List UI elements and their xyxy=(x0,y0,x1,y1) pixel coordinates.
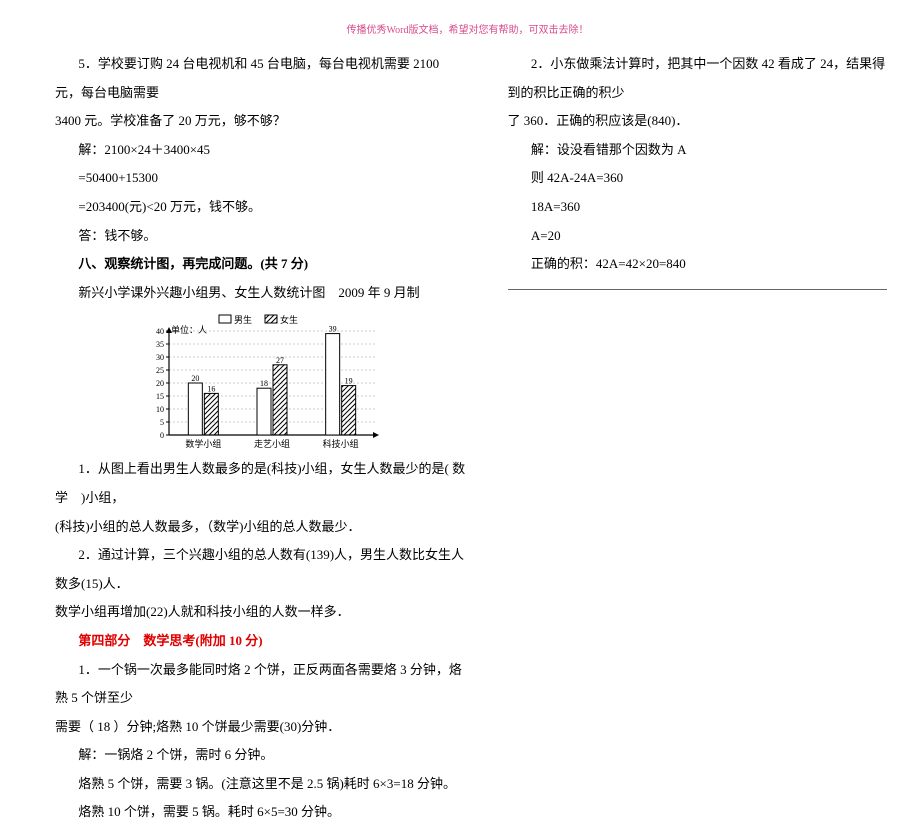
t1-a: 1．一个锅一次最多能同时烙 2 个饼，正反两面各需要烙 3 分钟，烙熟 5 个饼… xyxy=(55,656,468,713)
svg-text:30: 30 xyxy=(156,353,164,362)
right-column: 2．小东做乘法计算时，把其中一个因数 42 看成了 24，结果得到的积比正确的积… xyxy=(508,50,888,827)
r-s2: 则 42A-24A=360 xyxy=(508,164,888,193)
section-8-sub: 新兴小学课外兴趣小组男、女生人数统计图 2009 年 9 月制 xyxy=(55,279,468,308)
s8-q1a: 1．从图上看出男生人数最多的是(科技)小组，女生人数最少的是( 数学 )小组， xyxy=(55,455,468,512)
s8-q1b: (科技)小组的总人数最多，（数学)小组的总人数最少． xyxy=(55,513,468,542)
svg-text:39: 39 xyxy=(329,325,337,334)
q5-ans: 答：钱不够。 xyxy=(55,222,468,251)
t1-s1: 解：一锅烙 2 个饼，需时 6 分钟。 xyxy=(55,741,468,770)
part4-title: 第四部分 数学思考(附加 10 分) xyxy=(55,627,468,656)
r-s4: A=20 xyxy=(508,222,888,251)
r-s3: 18A=360 xyxy=(508,193,888,222)
svg-text:男生: 男生 xyxy=(234,314,252,325)
s8-q2a: 2．通过计算，三个兴趣小组的总人数有(139)人，男生人数比女生人数多(15)人… xyxy=(55,541,468,598)
bar-chart: 男生 女生单位：人 0 5 10 15 20 25 30 35 40 20 16 数学小组 18 27 走艺小组… xyxy=(55,313,468,453)
left-column: 5．学校要订购 24 台电视机和 45 台电脑，每台电视机需要 2100 元，每… xyxy=(55,50,468,827)
svg-text:科技小组: 科技小组 xyxy=(323,438,359,449)
q5-line2: 3400 元。学校准备了 20 万元，够不够？ xyxy=(55,107,468,136)
svg-text:10: 10 xyxy=(156,405,164,414)
section-8-title: 八、观察统计图，再完成问题。(共 7 分) xyxy=(55,250,468,279)
t1-b: 需要（ 18 ）分钟;烙熟 10 个饼最少需要(30)分钟． xyxy=(55,713,468,742)
q5-sol3: =203400(元)<20 万元，钱不够。 xyxy=(55,193,468,222)
q5-line1: 5．学校要订购 24 台电视机和 45 台电脑，每台电视机需要 2100 元，每… xyxy=(55,50,468,107)
q5-sol2: =50400+15300 xyxy=(55,164,468,193)
svg-text:16: 16 xyxy=(208,385,216,394)
svg-text:20: 20 xyxy=(156,379,164,388)
r-p2b: 了 360．正确的积应该是(840)． xyxy=(508,107,888,136)
svg-text:单位：人: 单位：人 xyxy=(171,324,207,335)
svg-text:20: 20 xyxy=(192,374,200,383)
svg-text:19: 19 xyxy=(345,377,353,386)
r-p2a: 2．小东做乘法计算时，把其中一个因数 42 看成了 24，结果得到的积比正确的积… xyxy=(508,50,888,107)
divider-line xyxy=(508,289,888,290)
svg-text:0: 0 xyxy=(160,431,164,440)
t1-s3: 烙熟 10 个饼，需要 5 锅。耗时 6×5=30 分钟。 xyxy=(55,798,468,827)
r-s1: 解：设没看错那个因数为 A xyxy=(508,136,888,165)
svg-text:35: 35 xyxy=(156,340,164,349)
svg-text:15: 15 xyxy=(156,392,164,401)
r-s5: 正确的积：42A=42×20=840 xyxy=(508,250,888,279)
svg-text:走艺小组: 走艺小组 xyxy=(254,438,290,449)
svg-text:27: 27 xyxy=(276,356,284,365)
svg-text:18: 18 xyxy=(260,380,268,389)
doc-header: 传播优秀Word版文档，希望对您有帮助，可双击去除！ xyxy=(55,20,880,42)
svg-text:5: 5 xyxy=(160,418,164,427)
svg-text:40: 40 xyxy=(156,327,164,336)
t1-s2: 烙熟 5 个饼，需要 3 锅。(注意这里不是 2.5 锅)耗时 6×3=18 分… xyxy=(55,770,468,799)
svg-text:女生: 女生 xyxy=(280,314,298,325)
svg-text:数学小组: 数学小组 xyxy=(186,438,222,449)
two-column-layout: 5．学校要订购 24 台电视机和 45 台电脑，每台电视机需要 2100 元，每… xyxy=(55,50,880,827)
s8-q2b: 数学小组再增加(22)人就和科技小组的人数一样多． xyxy=(55,598,468,627)
q5-sol1: 解：2100×24＋3400×45 xyxy=(55,136,468,165)
bar-chart-svg: 男生 女生单位：人 0 5 10 15 20 25 30 35 40 20 16 数学小组 18 27 走艺小组… xyxy=(141,313,381,453)
svg-text:25: 25 xyxy=(156,366,164,375)
